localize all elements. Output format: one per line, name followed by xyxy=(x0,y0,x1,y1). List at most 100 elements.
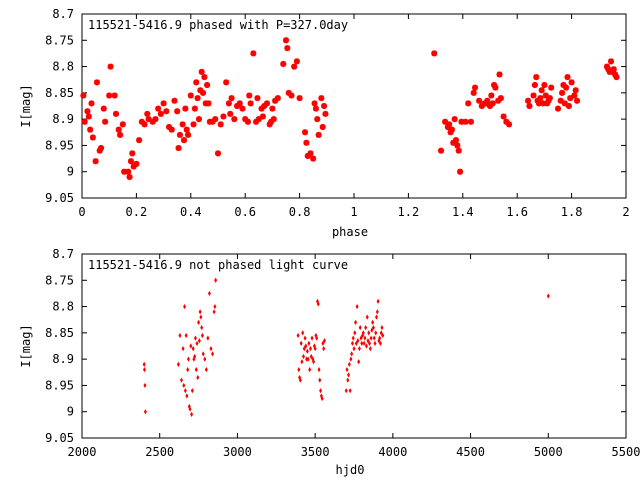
data-point xyxy=(193,353,197,360)
data-point xyxy=(357,346,361,352)
data-point xyxy=(361,330,365,336)
data-point xyxy=(296,95,303,102)
data-point xyxy=(526,103,533,109)
data-point xyxy=(125,168,132,175)
data-point xyxy=(371,319,375,325)
data-point xyxy=(378,335,382,341)
data-point xyxy=(537,95,544,102)
data-point xyxy=(355,303,359,310)
data-point xyxy=(302,346,306,352)
data-point xyxy=(142,361,146,367)
data-point xyxy=(255,116,262,123)
data-point xyxy=(198,68,205,75)
data-point xyxy=(442,118,449,125)
data-point xyxy=(141,121,148,128)
data-point xyxy=(201,351,205,357)
data-point xyxy=(311,356,315,362)
x-tick-label: 5000 xyxy=(534,445,563,459)
data-point xyxy=(259,113,266,120)
data-point xyxy=(610,66,617,73)
data-point xyxy=(455,147,462,154)
data-point xyxy=(174,108,181,115)
data-point xyxy=(269,105,276,112)
data-point xyxy=(199,314,203,320)
data-point xyxy=(353,330,357,336)
data-point xyxy=(305,348,309,354)
data-point xyxy=(88,100,95,107)
data-point xyxy=(196,374,200,381)
data-point xyxy=(283,37,289,44)
data-point xyxy=(364,343,368,349)
data-point xyxy=(92,158,99,165)
data-point xyxy=(89,134,96,141)
y-tick-label: 9.05 xyxy=(45,191,74,205)
data-point xyxy=(310,155,317,162)
data-point xyxy=(176,131,183,138)
data-point xyxy=(541,81,548,88)
data-point xyxy=(321,340,325,346)
data-point xyxy=(183,126,190,133)
data-point xyxy=(193,79,200,86)
data-point xyxy=(127,158,134,165)
data-point xyxy=(345,367,349,373)
x-tick-label: 2 xyxy=(622,205,629,219)
data-point xyxy=(181,137,187,144)
data-point xyxy=(321,103,328,109)
data-point xyxy=(307,340,311,346)
data-point xyxy=(171,97,178,104)
data-point xyxy=(561,100,568,107)
data-point xyxy=(306,356,310,362)
data-point xyxy=(246,92,253,99)
data-point xyxy=(296,332,300,339)
data-point xyxy=(182,105,189,112)
data-point xyxy=(144,110,151,117)
data-point xyxy=(311,100,318,107)
data-point xyxy=(354,340,358,346)
data-point xyxy=(258,105,265,112)
data-point xyxy=(322,346,326,352)
data-point xyxy=(360,340,364,346)
data-point xyxy=(186,367,190,373)
data-point xyxy=(194,367,198,373)
data-point xyxy=(574,97,581,104)
data-point xyxy=(152,116,159,123)
data-point xyxy=(309,353,313,360)
y-tick-label: 9 xyxy=(67,165,74,179)
data-point xyxy=(379,330,383,336)
data-point xyxy=(372,335,376,341)
data-point xyxy=(470,89,477,96)
data-point xyxy=(318,95,325,102)
data-point xyxy=(298,374,302,381)
data-point xyxy=(293,58,300,65)
data-point xyxy=(487,103,493,109)
data-point xyxy=(247,100,254,107)
y-axis-label: I[mag] xyxy=(19,84,33,127)
y-tick-label: 8.7 xyxy=(52,7,74,21)
data-point xyxy=(363,335,367,341)
data-point xyxy=(530,92,537,99)
x-tick-label: 3500 xyxy=(301,445,330,459)
data-point xyxy=(100,105,107,112)
data-point xyxy=(155,105,162,112)
data-point xyxy=(186,356,190,362)
data-point xyxy=(313,346,317,352)
data-point xyxy=(214,277,218,283)
data-point xyxy=(374,330,378,336)
data-point xyxy=(312,105,319,112)
data-point xyxy=(548,84,555,91)
x-tick-label: 1.2 xyxy=(398,205,420,219)
data-point xyxy=(213,303,217,310)
data-point xyxy=(567,95,574,102)
data-point xyxy=(168,126,175,133)
data-point xyxy=(346,377,350,383)
data-point xyxy=(366,338,370,344)
data-point xyxy=(304,343,308,349)
data-point xyxy=(119,121,126,128)
data-point xyxy=(160,100,167,107)
data-point xyxy=(476,97,483,104)
data-point xyxy=(297,367,301,373)
data-point xyxy=(111,92,118,99)
data-point xyxy=(200,89,207,96)
data-point xyxy=(291,63,298,70)
data-point xyxy=(212,116,219,123)
